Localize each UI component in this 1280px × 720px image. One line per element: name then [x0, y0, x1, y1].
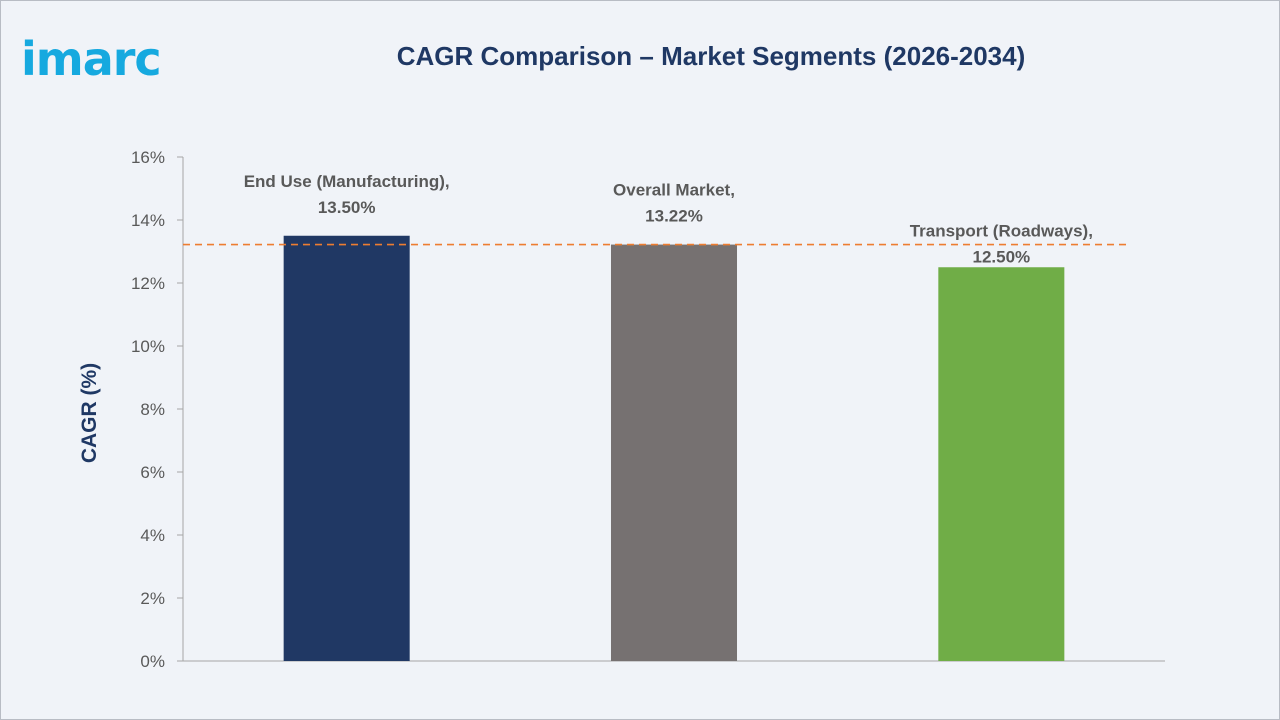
y-tick-label: 10%	[131, 337, 165, 356]
imarc-logo: imarc	[21, 32, 162, 83]
y-tick-label: 6%	[140, 463, 165, 482]
y-tick-label: 14%	[131, 211, 165, 230]
y-tick-label: 2%	[140, 589, 165, 608]
bar	[938, 267, 1065, 661]
data-label-name: Overall Market,	[613, 181, 735, 200]
bar	[610, 244, 738, 661]
data-label-value: 13.50%	[318, 198, 376, 217]
y-axis-title: CAGR (%)	[78, 363, 101, 463]
data-label-name: End Use (Manufacturing),	[244, 172, 450, 191]
data-label-name: Transport (Roadways),	[910, 221, 1093, 240]
bar	[283, 235, 410, 661]
data-label-value: 12.50%	[972, 247, 1030, 266]
y-tick-label: 0%	[140, 652, 165, 671]
y-tick-label: 16%	[131, 148, 165, 167]
y-tick-label: 8%	[140, 400, 165, 419]
y-tick-label: 12%	[131, 274, 165, 293]
y-tick-label: 4%	[140, 526, 165, 545]
logo-text: imarc	[21, 32, 161, 83]
data-label-value: 13.22%	[645, 207, 703, 226]
chart-title: CAGR Comparison – Market Segments (2026-…	[396, 41, 1026, 71]
